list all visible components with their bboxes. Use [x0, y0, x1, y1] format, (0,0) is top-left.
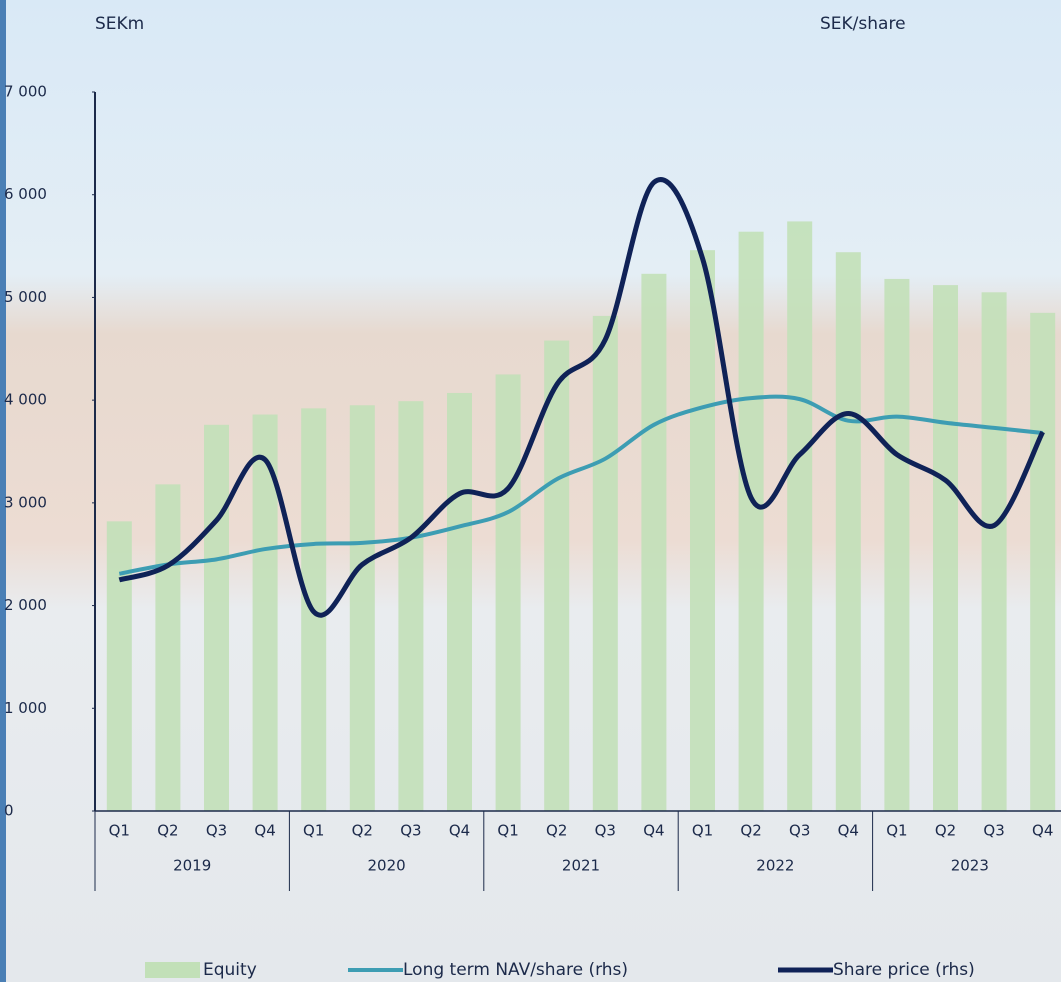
bar: [738, 231, 764, 812]
x-tick-label: Q4: [643, 822, 664, 840]
x-group-label: 2023: [951, 857, 989, 875]
bar: [933, 285, 958, 811]
bar: [884, 278, 910, 811]
edge: [0, 0, 6, 982]
x-tick-label: Q4: [838, 822, 859, 840]
y2-axis-label: SEK/share: [820, 14, 906, 34]
x-tick-label: Q3: [206, 822, 227, 840]
y-tick-label: 3 000: [4, 493, 47, 511]
y-tick-label: 6 000: [4, 185, 47, 203]
x-tick-label: Q4: [254, 822, 275, 840]
bar: [835, 252, 861, 812]
x-tick-label: Q1: [109, 822, 130, 840]
x-tick-label: Q2: [546, 822, 567, 840]
x-group-label: 2021: [562, 857, 600, 875]
bar: [398, 401, 424, 811]
x-group-label: 2022: [756, 857, 794, 875]
y-tick-label: 7 000: [4, 83, 47, 101]
x-tick-label: Q2: [352, 822, 373, 840]
x-tick-label: Q3: [983, 822, 1004, 840]
x-tick-label: Q1: [497, 822, 518, 840]
bar: [592, 315, 618, 811]
y-tick-label: 2 000: [4, 596, 47, 614]
legend-swatch: [145, 962, 200, 978]
legend-label: Long term NAV/share (rhs): [403, 960, 628, 980]
bar: [981, 292, 1007, 811]
bar: [204, 424, 229, 811]
x-tick-label: Q3: [595, 822, 616, 840]
x-tick-label: Q2: [740, 822, 761, 840]
line: [118, 394, 1043, 576]
x-tick-label: Q4: [1032, 822, 1053, 840]
x-tick-label: Q1: [692, 822, 713, 840]
y-axis-label: SEKm: [95, 14, 144, 34]
bar: [106, 521, 132, 811]
bar: [495, 374, 521, 811]
x-tick-label: Q3: [400, 822, 421, 840]
line: [118, 177, 1045, 618]
y-tick-label: 0: [4, 802, 14, 820]
bar: [447, 392, 472, 811]
legend-label: Equity: [203, 960, 257, 980]
x-tick-label: Q4: [449, 822, 470, 840]
y-tick-label: 4 000: [4, 391, 47, 409]
x-tick-label: Q2: [935, 822, 956, 840]
bar: [349, 405, 375, 811]
bar: [544, 340, 570, 811]
bar: [1030, 312, 1056, 811]
x-group-label: 2020: [368, 857, 406, 875]
bar: [787, 221, 813, 812]
x-tick-label: Q1: [303, 822, 324, 840]
legend-label: Share price (rhs): [833, 960, 975, 980]
bar: [641, 273, 667, 811]
y-tick-label: 1 000: [4, 699, 47, 717]
x-group-label: 2019: [173, 857, 211, 875]
x-tick-label: Q2: [157, 822, 178, 840]
bar: [155, 484, 181, 811]
bar: [690, 250, 715, 811]
x-tick-label: Q1: [886, 822, 907, 840]
y-tick-label: 5 000: [4, 288, 47, 306]
x-tick-label: Q3: [789, 822, 810, 840]
